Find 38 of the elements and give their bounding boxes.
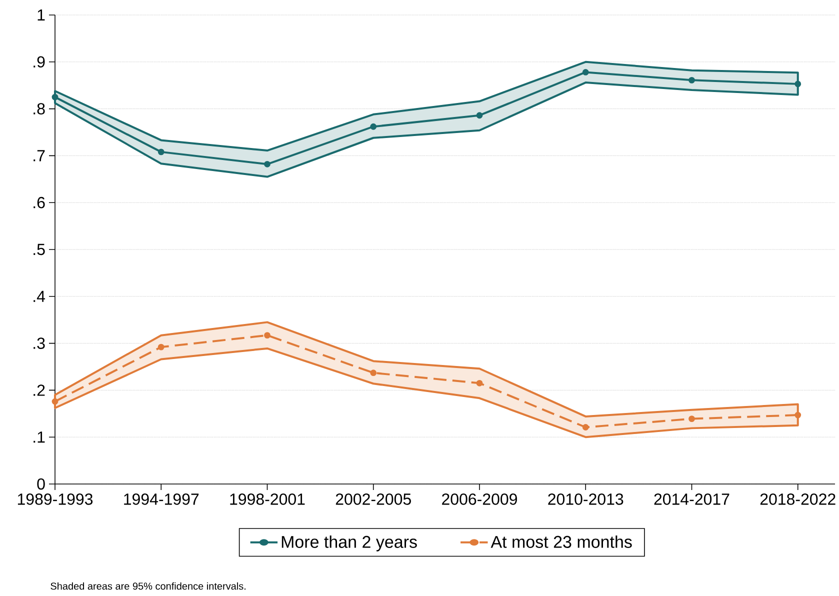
point (582, 69, 589, 76)
x-tick-label: 1994-1997 (124, 494, 199, 505)
point (476, 112, 483, 119)
x-tick-label: 1989-1993 (18, 494, 93, 505)
point (688, 416, 695, 422)
legend-label: More than 2 years (282, 535, 417, 552)
x-tick-label: 2002-2005 (336, 494, 411, 505)
y-tick-label: 0 (37, 478, 45, 490)
point (52, 94, 58, 100)
x-tick-label: 2010-2013 (548, 494, 624, 505)
point (158, 344, 164, 350)
y-tick-label: .8 (34, 103, 45, 114)
point (688, 76, 695, 84)
x-tick-label: 2006-2009 (442, 494, 517, 505)
point (264, 160, 270, 168)
point (264, 332, 270, 339)
point (476, 380, 483, 386)
y-tick-label: .6 (34, 196, 45, 208)
y-tick-label: .4 (34, 290, 46, 302)
x-tick-label: 2018-2022 (760, 494, 836, 505)
text: Shaded areas are 95% confidence intervals. (50, 582, 246, 590)
y-tick-label: .7 (34, 150, 45, 162)
point (370, 370, 377, 376)
y-tick-label: .3 (34, 338, 45, 349)
y-tick-label: .5 (34, 244, 45, 256)
point (794, 80, 802, 88)
y-tick-label: .9 (34, 56, 45, 68)
point (52, 398, 58, 405)
point (794, 412, 802, 418)
point (158, 148, 164, 156)
y-tick-label: .1 (34, 432, 45, 443)
point (370, 123, 377, 130)
y-tick-label: .2 (34, 384, 45, 396)
x-tick-label: 2014-2017 (654, 494, 730, 505)
x-tick-label: 1998-2001 (230, 494, 305, 505)
y-tick-label: 1 (38, 9, 45, 20)
legend-label: At most 23 months (490, 535, 632, 548)
point (582, 424, 589, 430)
